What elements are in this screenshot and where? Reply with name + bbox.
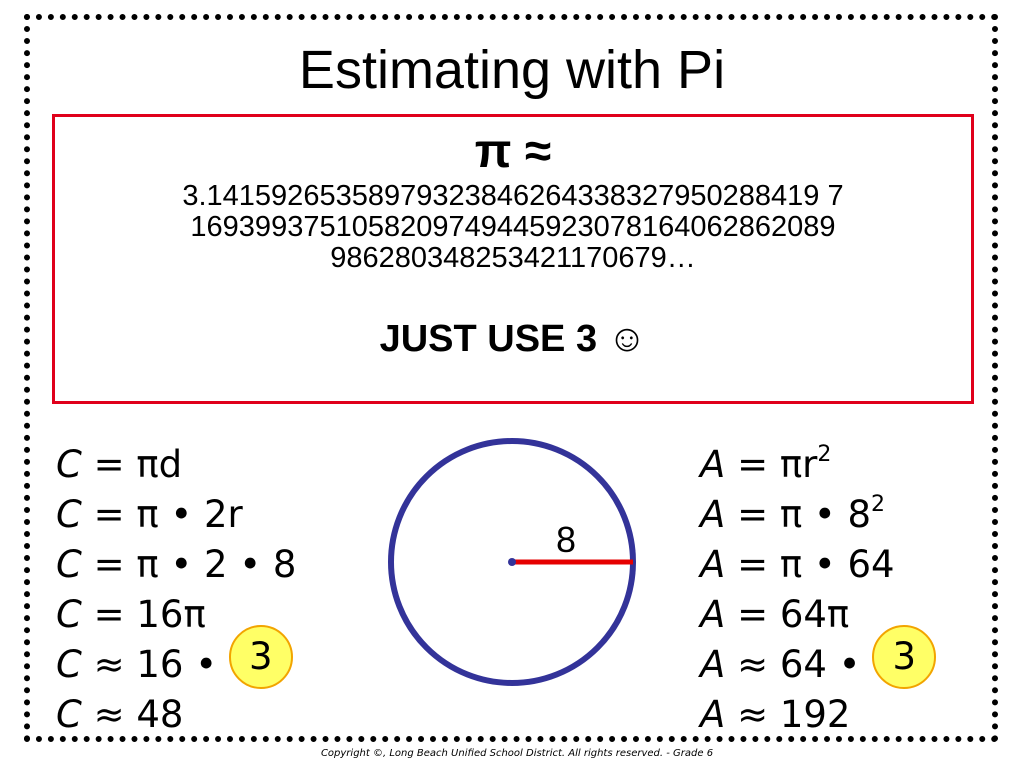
area-line: A = π • 82 bbox=[700, 490, 936, 540]
equation-text: ≈ 48 bbox=[81, 693, 184, 736]
variable-a: A bbox=[700, 693, 726, 736]
circle-diagram bbox=[388, 438, 636, 686]
copyright-footer: Copyright ©, Long Beach Unified School D… bbox=[320, 748, 714, 759]
equation-text: = 16π bbox=[81, 593, 206, 636]
just-use-3-tagline: JUST USE 3 ☺ bbox=[379, 318, 647, 360]
pi-digits-line-3: 986280348253421170679… bbox=[330, 242, 696, 274]
variable-c: C bbox=[56, 543, 82, 586]
equation-text: = π • 8 bbox=[725, 493, 871, 536]
variable-a: A bbox=[700, 643, 726, 686]
exponent: 2 bbox=[871, 492, 885, 517]
variable-c: C bbox=[56, 493, 82, 536]
variable-a: A bbox=[700, 443, 726, 486]
pi-digits: 3.14159265358979323846264338327950288419… bbox=[58, 181, 968, 274]
equation-text: = 64π bbox=[725, 593, 850, 636]
circumference-line: C = 16π bbox=[56, 590, 296, 640]
variable-c: C bbox=[56, 443, 82, 486]
slide-title: Estimating with Pi bbox=[298, 40, 726, 100]
area-line: A = πr2 bbox=[700, 440, 936, 490]
exponent: 2 bbox=[817, 442, 832, 467]
circumference-line: C ≈ 16 • 3 bbox=[56, 624, 296, 690]
pi-digits-line-1: 3.14159265358979323846264338327950288419… bbox=[182, 180, 844, 212]
area-equations: A = πr2 A = π • 82 A = π • 64 A = 64π A … bbox=[700, 440, 937, 740]
pi-approx-heading: π ≈ bbox=[474, 125, 552, 178]
area-line: A ≈ 192 bbox=[700, 690, 936, 740]
pi-digits-line-2: 1693993751058209749445923078164062862089 bbox=[190, 211, 836, 243]
equation-text: = π • 2r bbox=[81, 493, 243, 536]
circumference-line: C ≈ 48 bbox=[56, 690, 296, 740]
circumference-equations: C = πd C = π • 2r C = π • 2 • 8 C = 16π … bbox=[56, 440, 296, 740]
variable-a: A bbox=[700, 543, 726, 586]
circled-three-badge: 3 bbox=[872, 624, 937, 689]
pi-box: π ≈ 3.1415926535897932384626433832795028… bbox=[52, 114, 974, 404]
area-line: A = 64π bbox=[700, 590, 936, 640]
circumference-line: C = π • 2 • 8 bbox=[56, 540, 296, 590]
center-point bbox=[508, 558, 516, 566]
radius-label: 8 bbox=[556, 519, 577, 560]
variable-a: A bbox=[700, 593, 726, 636]
area-line: A = π • 64 bbox=[700, 540, 936, 590]
area-line: A ≈ 64 • 3 bbox=[700, 624, 937, 690]
circumference-line: C = π • 2r bbox=[56, 490, 296, 540]
equation-text: = πr bbox=[725, 443, 818, 486]
equation-text: ≈ 16 • bbox=[81, 643, 218, 686]
equation-text: = π • 2 • 8 bbox=[81, 543, 297, 586]
equation-text: ≈ 64 • bbox=[725, 643, 861, 686]
equation-text: = πd bbox=[81, 443, 183, 486]
variable-a: A bbox=[700, 493, 726, 536]
variable-c: C bbox=[56, 693, 82, 736]
slide-border bbox=[24, 14, 998, 742]
variable-c: C bbox=[56, 593, 82, 636]
circumference-line: C = πd bbox=[56, 440, 296, 490]
equation-text: ≈ 192 bbox=[725, 693, 851, 736]
equation-text: = π • 64 bbox=[725, 543, 895, 586]
circled-three-badge: 3 bbox=[228, 624, 293, 689]
variable-c: C bbox=[56, 643, 82, 686]
